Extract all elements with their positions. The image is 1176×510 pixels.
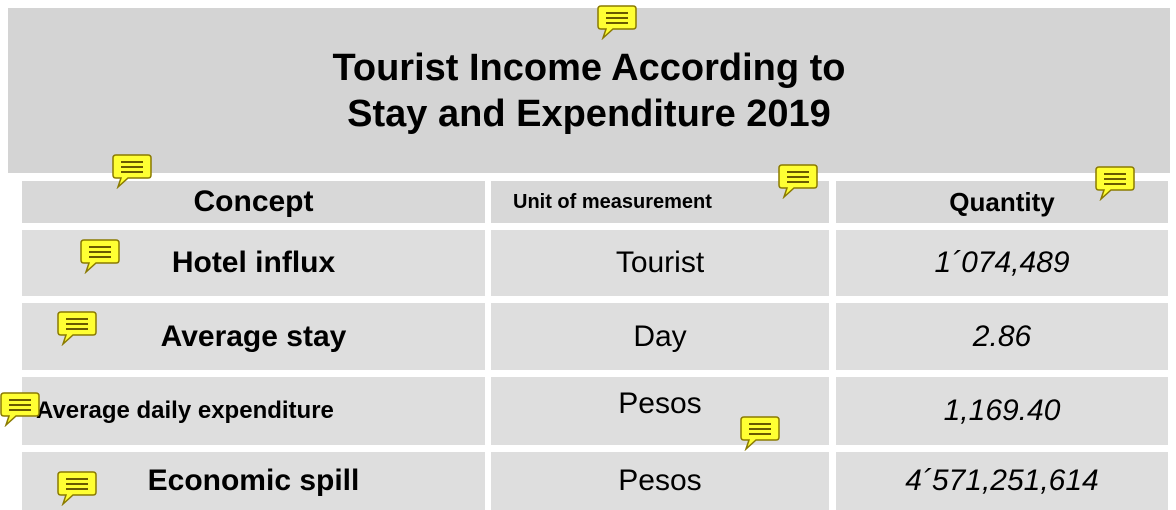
cell: Tourist: [491, 230, 829, 296]
comment-icon[interactable]: [778, 163, 818, 199]
cell: 4´571,251,614: [836, 452, 1168, 510]
comment-icon[interactable]: [112, 153, 152, 189]
cell: 1,169.40: [836, 377, 1168, 445]
cell: Average daily expenditure: [22, 377, 485, 445]
title-line: Tourist Income According to: [332, 46, 846, 89]
header-cell: Concept: [22, 181, 485, 223]
comment-icon[interactable]: [80, 238, 120, 274]
cell: Pesos: [491, 452, 829, 510]
comment-icon[interactable]: [57, 310, 97, 346]
header-cell: Unit of measurement: [491, 181, 829, 223]
cell: Average stay: [22, 303, 485, 370]
comment-icon[interactable]: [740, 415, 780, 451]
title: Tourist Income According to Stay and Exp…: [8, 8, 1170, 173]
header-cell: Quantity: [836, 181, 1168, 223]
title-line: Stay and Expenditure 2019: [347, 92, 831, 135]
comment-icon[interactable]: [0, 391, 40, 427]
cell: 2.86: [836, 303, 1168, 370]
comment-icon[interactable]: [57, 470, 97, 506]
cell: Economic spill: [22, 452, 485, 510]
cell: 1´074,489: [836, 230, 1168, 296]
cell: Day: [491, 303, 829, 370]
comment-icon[interactable]: [1095, 165, 1135, 201]
comment-icon[interactable]: [597, 4, 637, 40]
